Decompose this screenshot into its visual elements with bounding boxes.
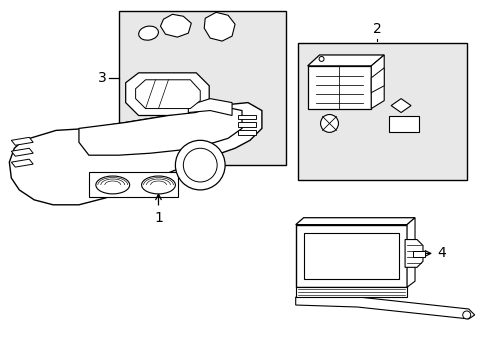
Text: 2: 2 (372, 22, 381, 36)
Text: 4: 4 (436, 247, 445, 260)
Polygon shape (79, 105, 242, 155)
Text: 3: 3 (98, 71, 106, 85)
Polygon shape (11, 159, 33, 167)
Polygon shape (295, 225, 406, 287)
Polygon shape (125, 73, 209, 116)
Polygon shape (370, 55, 384, 109)
Ellipse shape (142, 176, 175, 194)
Polygon shape (406, 218, 414, 287)
Polygon shape (9, 103, 262, 205)
Bar (238, 114, 255, 120)
Circle shape (462, 311, 470, 319)
Circle shape (319, 57, 324, 62)
Ellipse shape (96, 176, 129, 194)
Bar (238, 122, 255, 127)
Polygon shape (404, 239, 422, 267)
Polygon shape (11, 137, 33, 145)
Bar (297, 43, 466, 180)
Bar (388, 116, 418, 132)
Polygon shape (390, 99, 410, 113)
Polygon shape (160, 14, 191, 37)
Ellipse shape (139, 26, 158, 40)
Circle shape (183, 148, 217, 182)
Polygon shape (307, 66, 370, 109)
Circle shape (175, 140, 224, 190)
Polygon shape (295, 218, 414, 225)
Polygon shape (204, 12, 235, 41)
Bar (238, 130, 255, 135)
Polygon shape (188, 99, 232, 116)
Polygon shape (295, 287, 406, 297)
Polygon shape (135, 80, 200, 109)
Polygon shape (11, 148, 33, 156)
Circle shape (320, 114, 338, 132)
Polygon shape (412, 251, 424, 257)
Polygon shape (370, 68, 384, 93)
Bar (119, 11, 285, 165)
Polygon shape (89, 172, 178, 197)
Text: 1: 1 (154, 211, 163, 225)
Polygon shape (307, 55, 384, 66)
Bar (303, 233, 398, 279)
Polygon shape (295, 297, 474, 319)
